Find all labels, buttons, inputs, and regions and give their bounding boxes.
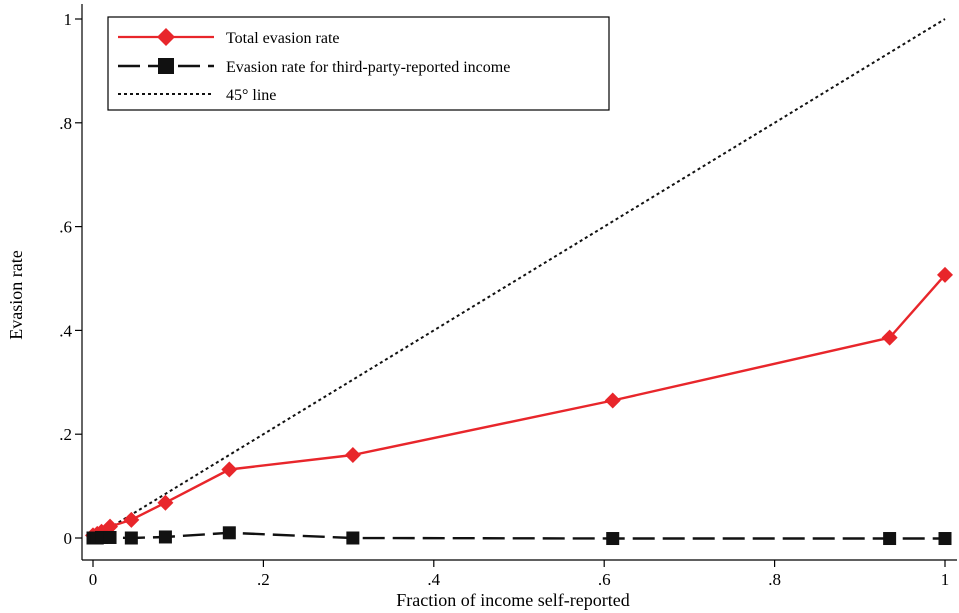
x-tick-label: .8	[768, 570, 781, 589]
legend-item-45-degree-line: 45° line	[118, 87, 276, 104]
series-0-line	[92, 274, 946, 537]
legend-marker-square	[158, 58, 174, 74]
legend-item-total-evasion-rate: Total evasion rate	[118, 28, 340, 47]
x-tick-label: 0	[89, 570, 98, 589]
legend-label-45-degree-line: 45° line	[226, 87, 276, 104]
x-tick-label: .2	[257, 570, 270, 589]
y-tick-label: .4	[59, 321, 72, 340]
y-tick-label: 1	[64, 10, 73, 29]
total-evasion-point	[123, 511, 140, 528]
third-party-evasion-point	[606, 532, 620, 546]
total-evasion-point	[221, 461, 238, 478]
legend-marker-diamond	[157, 28, 175, 46]
y-tick-label: .2	[59, 425, 72, 444]
legend-item-third-party-evasion-rate: Evasion rate for third-party-reported in…	[118, 58, 510, 76]
y-tick-label: 0	[64, 529, 73, 548]
y-axis-title: Evasion rate	[6, 250, 26, 339]
y-tick-label: .6	[59, 218, 72, 237]
x-tick-label: .4	[427, 570, 440, 589]
total-evasion-point	[881, 329, 898, 346]
series-2-line	[92, 18, 946, 539]
y-tick-label: .8	[59, 114, 72, 133]
legend-label-third-party-evasion-rate: Evasion rate for third-party-reported in…	[226, 59, 510, 76]
x-tick-label: .6	[598, 570, 611, 589]
total-evasion-point	[102, 518, 119, 535]
third-party-evasion-point	[222, 526, 236, 540]
third-party-evasion-point	[346, 531, 360, 545]
legend: Total evasion rate Evasion rate for thir…	[107, 16, 610, 111]
third-party-evasion-point	[124, 531, 138, 545]
series-1-line	[93, 531, 945, 540]
legend-label-total-evasion-rate: Total evasion rate	[226, 30, 340, 47]
total-evasion-point	[157, 494, 174, 511]
total-evasion-point	[604, 392, 621, 409]
tick-layer: 0 .2 .4 .6 .8 1 0 .2 .4 .6 .8 1	[59, 10, 949, 589]
axes	[81, 4, 957, 561]
third-party-evasion-point	[938, 532, 952, 546]
series-layer	[85, 18, 953, 546]
total-evasion-point	[937, 266, 953, 283]
x-tick-label: 1	[941, 570, 950, 589]
third-party-evasion-point	[158, 530, 172, 544]
x-axis-title: Fraction of income self-reported	[396, 590, 629, 610]
third-party-evasion-point	[103, 530, 117, 544]
third-party-evasion-point	[883, 532, 897, 546]
total-evasion-point	[344, 446, 361, 463]
